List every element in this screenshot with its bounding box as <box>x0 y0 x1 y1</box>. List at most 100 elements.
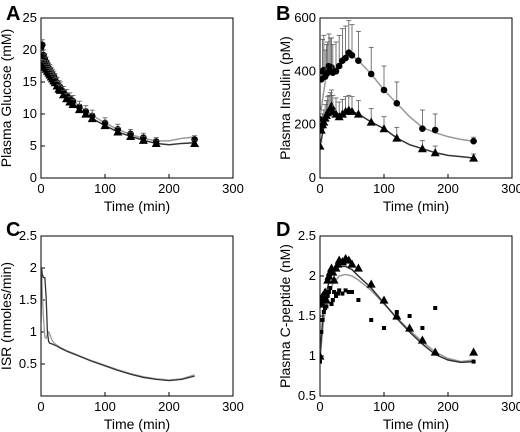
data-point-square <box>340 291 345 296</box>
y-axis-label: Plasma Insulin (pM) <box>277 36 293 160</box>
data-point-triangle <box>68 99 78 108</box>
data-point-circle <box>348 52 356 59</box>
x-tick-label: 0 <box>37 399 44 414</box>
data-point-square <box>335 291 340 296</box>
data-point-triangle <box>366 279 376 288</box>
data-point-triangle <box>430 148 440 157</box>
y-tick-label: 2 <box>309 268 316 283</box>
data-point-square <box>343 288 348 293</box>
data-point-circle <box>419 125 426 132</box>
x-tick-label: 100 <box>373 181 395 196</box>
data-point-triangle <box>353 109 363 118</box>
series-line <box>41 274 195 381</box>
panel-a: A 0 100 200 300 0 5 10 15 20 25 Time (min) Plasma Gl… <box>0 3 244 214</box>
data-point-triangle <box>320 287 330 296</box>
data-point-square <box>369 318 374 322</box>
plot-frame <box>319 17 513 179</box>
data-point-square <box>332 290 337 294</box>
data-point-triangle <box>151 138 161 148</box>
data-point-square <box>321 310 326 314</box>
x-tick-label: 0 <box>316 399 323 414</box>
y-axis-label: Plasma Glucose (mM) <box>0 29 14 167</box>
y-tick-label: 600 <box>294 10 316 25</box>
data-point-square <box>325 294 330 298</box>
panel-b: B 0 100 200 300 0 200 400 600 Time (min) Plasma In… <box>276 3 520 214</box>
panel-letter: D <box>276 219 290 241</box>
data-point-triangle <box>379 124 389 133</box>
data-point-triangle <box>417 335 427 344</box>
data-point-triangle <box>74 105 84 114</box>
x-axis-label: Time (min) <box>383 198 449 214</box>
plot-area <box>320 20 479 162</box>
data-point-square <box>337 288 342 293</box>
data-point-triangle <box>366 117 376 126</box>
x-tick-label: 100 <box>94 181 116 196</box>
y-tick-label: 0.5 <box>298 388 316 403</box>
x-tick-label: 200 <box>437 399 459 414</box>
y-axis-label: Plasma C-peptide (nM) <box>277 244 293 388</box>
data-point-square <box>350 290 354 294</box>
data-point-triangle <box>320 351 325 360</box>
y-tick-label: 25 <box>23 10 37 25</box>
data-point-circle <box>342 54 349 62</box>
data-point-circle <box>380 86 388 94</box>
plot-area <box>41 39 200 148</box>
x-tick-label: 300 <box>501 399 520 414</box>
data-point-triangle <box>329 275 339 284</box>
plot-frame <box>40 235 234 397</box>
data-point-triangle <box>392 311 402 320</box>
data-point-triangle <box>347 259 357 268</box>
data-point-square <box>320 330 324 334</box>
y-tick-label: 2.5 <box>19 228 37 243</box>
x-tick-label: 300 <box>501 181 520 196</box>
y-tick-label: 1 <box>309 348 316 363</box>
data-point-triangle <box>469 153 479 162</box>
data-point-circle <box>335 62 343 70</box>
x-axis-label: Time (min) <box>104 198 170 214</box>
y-axis-label: ISR (nmoles/min) <box>0 262 14 370</box>
data-point-square <box>433 306 438 310</box>
x-tick-label: 100 <box>373 399 395 414</box>
x-tick-label: 200 <box>158 181 180 196</box>
data-point-circle <box>470 137 477 145</box>
y-tick-label: 0.5 <box>19 356 37 371</box>
data-point-triangle <box>55 85 65 94</box>
panel-letter: C <box>6 219 20 241</box>
data-point-square <box>329 302 334 306</box>
y-tick-label: 2 <box>30 260 37 275</box>
x-tick-label: 0 <box>37 181 44 196</box>
x-tick-label: 100 <box>94 399 116 414</box>
panel-letter: A <box>6 3 20 25</box>
y-tick-label: 200 <box>294 117 316 132</box>
data-point-triangle <box>417 144 427 153</box>
y-tick-label: 0 <box>30 170 37 185</box>
data-point-square <box>420 326 425 330</box>
data-point-square <box>382 326 386 330</box>
y-tick-label: 5 <box>30 138 37 153</box>
x-tick-label: 300 <box>222 181 244 196</box>
x-tick-label: 300 <box>222 399 244 414</box>
y-tick-label: 10 <box>23 106 37 121</box>
data-point-square <box>328 286 333 290</box>
data-point-square <box>324 304 329 309</box>
y-tick-label: 2.5 <box>298 228 316 243</box>
data-point-triangle <box>353 263 363 272</box>
data-point-circle <box>355 57 362 64</box>
data-point-circle <box>41 41 46 49</box>
data-point-triangle <box>81 109 91 118</box>
y-tick-label: 1 <box>30 324 37 339</box>
data-point-square <box>356 298 361 302</box>
data-point-triangle <box>327 101 337 110</box>
data-point-square <box>346 290 351 294</box>
data-point-triangle <box>321 295 331 304</box>
plot-area <box>320 253 479 364</box>
y-tick-label: 1.5 <box>298 308 316 323</box>
data-point-triangle <box>405 323 415 332</box>
data-point-circle <box>393 100 401 107</box>
data-point-square <box>326 290 331 294</box>
x-tick-label: 200 <box>158 399 180 414</box>
x-tick-label: 200 <box>437 181 459 196</box>
data-point-square <box>320 359 322 364</box>
x-tick-label: 0 <box>316 181 323 196</box>
y-tick-label: 15 <box>23 74 37 89</box>
